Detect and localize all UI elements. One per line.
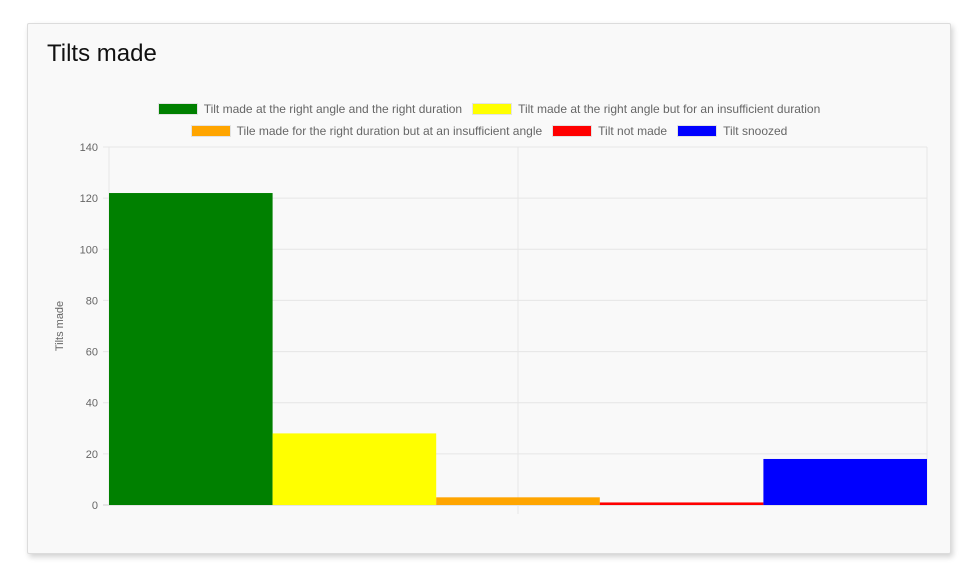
legend-swatch-green xyxy=(157,103,198,115)
legend-label: Tilt snoozed xyxy=(723,124,788,138)
legend-row-2: Tile made for the right duration but at … xyxy=(28,120,950,142)
legend-item-tilt-not-made[interactable]: Tilt not made xyxy=(552,124,667,138)
legend-label: Tile made for the right duration but at … xyxy=(236,124,543,138)
y-tick-label: 0 xyxy=(92,500,98,512)
legend-label: Tilt made at the right angle but for an … xyxy=(518,102,821,116)
legend-item-right-angle-insufficient-duration[interactable]: Tilt made at the right angle but for an … xyxy=(472,102,820,116)
y-tick-label: 120 xyxy=(80,193,98,205)
bar[interactable] xyxy=(763,458,927,505)
legend-item-right-angle-right-duration[interactable]: Tilt made at the right angle and the rig… xyxy=(157,102,463,116)
chart-card: Tilts made Tilt made at the right angle … xyxy=(27,23,951,554)
legend-label: Tilt not made xyxy=(598,124,668,138)
legend-swatch-orange xyxy=(190,125,231,137)
bars xyxy=(109,193,927,505)
y-tick-label: 100 xyxy=(80,244,98,256)
y-tick-label: 80 xyxy=(86,295,98,307)
y-tick-label: 40 xyxy=(86,398,98,410)
bar-chart-plot: 0 20 40 60 80 100 120 140 Tilts made xyxy=(54,142,928,514)
legend-row-1: Tilt made at the right angle and the rig… xyxy=(28,98,950,120)
legend: Tilt made at the right angle and the rig… xyxy=(28,98,950,142)
legend-swatch-yellow xyxy=(472,103,513,115)
legend-label: Tilt made at the right angle and the rig… xyxy=(203,102,463,116)
bar[interactable] xyxy=(272,433,437,505)
bar[interactable] xyxy=(109,193,273,505)
y-tick-label: 60 xyxy=(86,347,98,359)
y-tick-label: 20 xyxy=(86,449,98,461)
legend-item-tilt-snoozed[interactable]: Tilt snoozed xyxy=(677,124,787,138)
y-tick-label: 140 xyxy=(80,142,98,154)
y-axis-title: Tilts made xyxy=(54,301,66,351)
legend-swatch-red xyxy=(552,125,593,137)
chart-title: Tilts made xyxy=(47,40,157,67)
bar[interactable] xyxy=(599,502,764,505)
legend-swatch-blue xyxy=(677,125,718,137)
bar[interactable] xyxy=(436,497,600,505)
y-axis-ticks: 0 20 40 60 80 100 120 140 xyxy=(80,142,98,512)
legend-item-right-duration-insufficient-angle[interactable]: Tile made for the right duration but at … xyxy=(190,124,543,138)
